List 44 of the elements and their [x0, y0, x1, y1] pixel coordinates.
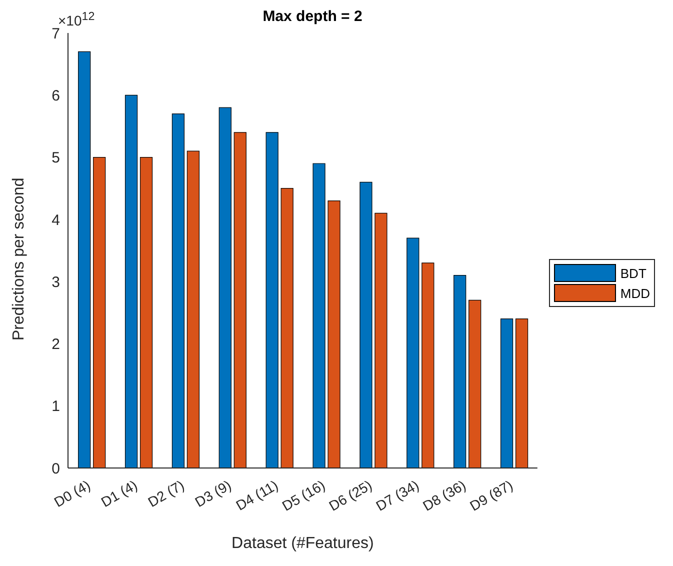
y-tick-label: 0 — [52, 460, 60, 478]
x-tick-label: D4 (11) — [233, 476, 281, 514]
bar — [406, 238, 420, 468]
x-tick-label: D0 (4) — [51, 476, 93, 510]
y-tick-label: 7 — [52, 25, 60, 42]
legend-label: BDT — [619, 264, 648, 282]
x-tick-label: D5 (16) — [279, 476, 328, 514]
x-tick-label: D6 (25) — [326, 476, 375, 514]
y-tick-label: 5 — [52, 150, 60, 167]
chart-title: Max depth = 2 — [262, 8, 362, 25]
legend-label: MDD — [619, 284, 650, 302]
bar — [266, 132, 278, 468]
bar — [93, 156, 106, 468]
bar — [186, 150, 200, 468]
bar — [422, 262, 434, 468]
y-axis-title: Predictions per second — [10, 178, 28, 340]
x-tick-label: D3 (9) — [192, 476, 234, 510]
bar — [234, 132, 246, 468]
x-tick-label: D2 (7) — [145, 476, 187, 510]
bar — [140, 156, 153, 468]
y-tick-label: 1 — [52, 398, 60, 416]
bar — [360, 182, 372, 468]
y-tick-label: 3 — [52, 274, 60, 291]
bar — [280, 188, 294, 468]
y-tick-label: 4 — [52, 212, 60, 229]
bar — [500, 318, 514, 468]
y-tick-label: 6 — [52, 87, 60, 104]
bar — [468, 300, 482, 468]
bar — [78, 51, 91, 468]
bar — [218, 107, 232, 468]
text: ×10$^{12}$ — [58, 10, 95, 29]
x-tick-label: D8 (36) — [420, 476, 468, 514]
x-tick-label: D7 (34) — [373, 476, 422, 514]
x-tick-label: D9 (87) — [466, 476, 516, 514]
bar — [312, 163, 326, 468]
x-axis-title: Dataset (#Features) — [232, 535, 374, 552]
bar — [124, 94, 138, 468]
bar — [515, 318, 528, 468]
bar — [328, 200, 340, 468]
y-tick-label: 2 — [52, 336, 60, 354]
x-tick-label: D1 (4) — [98, 476, 140, 510]
bar — [374, 212, 388, 468]
bar — [172, 113, 185, 468]
bar — [454, 275, 466, 468]
